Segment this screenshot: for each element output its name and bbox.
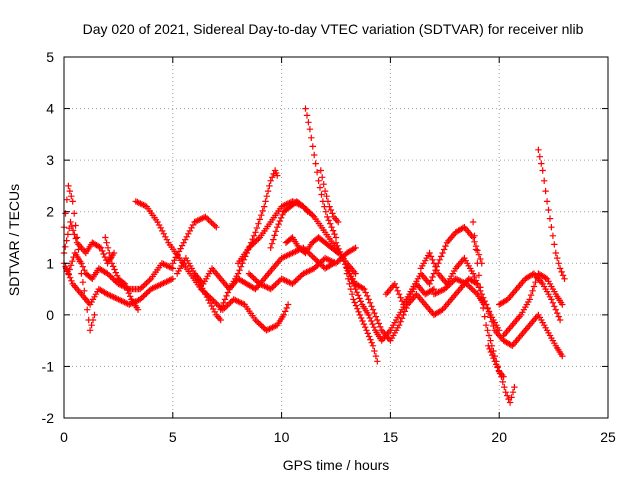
data-point-markers — [430, 275, 488, 308]
x-axis-label: GPS time / hours — [283, 457, 390, 473]
series-arc-l — [245, 244, 359, 293]
series-arc-p — [317, 167, 342, 226]
y-tick-label: 1 — [46, 255, 54, 271]
series-arc-e — [102, 234, 142, 313]
x-tick-label: 15 — [383, 429, 399, 445]
data-point-markers — [482, 301, 566, 360]
series-arc-d — [63, 265, 176, 308]
x-tick-label: 25 — [600, 429, 616, 445]
series-arc-o — [302, 105, 340, 241]
data-point-markers — [496, 270, 564, 324]
data-point-markers — [500, 270, 566, 339]
data-point-markers — [485, 342, 518, 406]
x-tick-labels: 0 5 10 15 20 25 — [60, 429, 616, 445]
series-arc-y — [482, 301, 566, 360]
series-arc-m — [267, 198, 311, 251]
y-tick-label: -1 — [42, 358, 55, 374]
data-point-markers — [343, 270, 381, 365]
axis-ticks — [63, 56, 609, 419]
series-arc-i — [191, 270, 224, 324]
series-arc-v — [430, 275, 488, 308]
y-tick-label: 0 — [46, 307, 54, 323]
data-point-markers — [169, 213, 220, 267]
series-arc-aa — [500, 270, 566, 339]
y-tick-label: -2 — [42, 410, 55, 426]
x-tick-label: 0 — [60, 429, 68, 445]
y-tick-label: 4 — [46, 101, 54, 117]
series-arc-s — [343, 270, 381, 365]
y-tick-label: 5 — [46, 49, 54, 65]
chart-title: Day 020 of 2021, Sidereal Day-to-day VTE… — [83, 21, 584, 37]
data-point-markers — [245, 244, 359, 293]
series-arc-z — [496, 270, 564, 324]
y-tick-label: 3 — [46, 152, 54, 168]
data-point-markers — [267, 198, 311, 251]
series-arc-x — [485, 342, 518, 406]
series-arc-n — [282, 234, 342, 257]
data-point-markers — [535, 146, 568, 282]
plot-frame — [63, 56, 609, 419]
x-tick-label: 10 — [274, 429, 290, 445]
data-point-markers — [302, 105, 340, 241]
series-arc-ab — [535, 146, 568, 282]
x-tick-label: 20 — [491, 429, 507, 445]
data-points — [60, 105, 568, 406]
data-point-markers — [63, 265, 176, 308]
y-axis-label: SDTVAR / TECUs — [6, 184, 22, 296]
x-tick-label: 5 — [169, 429, 177, 445]
data-point-markers — [102, 234, 142, 313]
data-point-markers — [191, 270, 224, 324]
y-tick-labels: -2 -1 0 1 2 3 4 5 — [42, 49, 55, 426]
data-point-markers — [282, 234, 342, 257]
series-arc-g — [169, 213, 220, 267]
y-tick-label: 2 — [46, 204, 54, 220]
data-point-markers — [317, 167, 342, 226]
